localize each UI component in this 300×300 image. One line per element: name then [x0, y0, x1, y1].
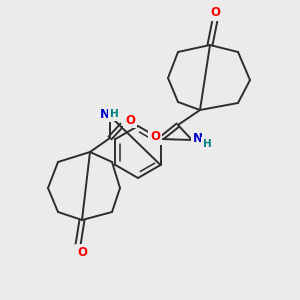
- Text: H: H: [202, 139, 211, 149]
- Text: O: O: [125, 113, 135, 127]
- Text: N: N: [100, 107, 110, 121]
- Text: O: O: [210, 7, 220, 20]
- Text: O: O: [77, 245, 87, 259]
- Text: H: H: [110, 109, 118, 119]
- Text: O: O: [150, 130, 160, 143]
- Text: N: N: [193, 131, 203, 145]
